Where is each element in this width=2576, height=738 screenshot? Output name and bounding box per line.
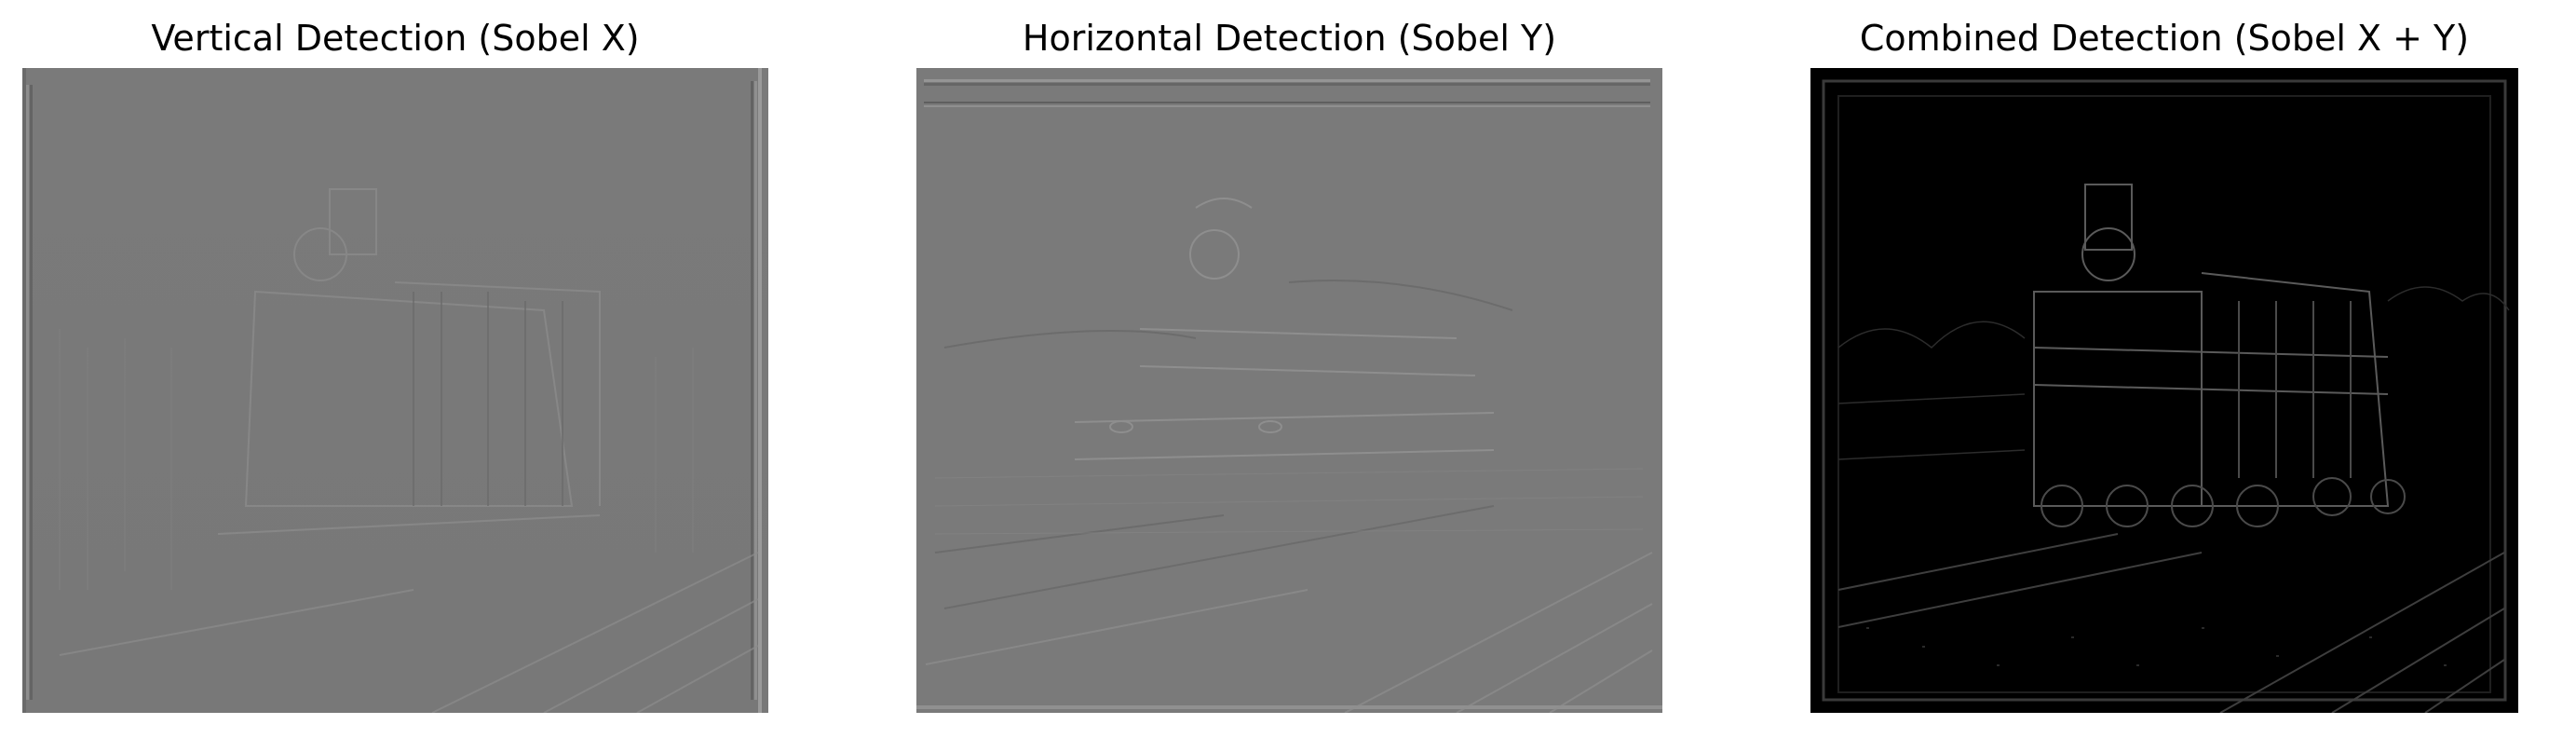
panel-title: Horizontal Detection (Sobel Y) (1022, 18, 1557, 59)
sobel-y-image (916, 68, 1662, 713)
panel-sobel-combined: Combined Detection (Sobel X + Y) (1810, 0, 2518, 738)
panel-sobel-x: Vertical Detection (Sobel X) (22, 0, 768, 738)
panel-title: Vertical Detection (Sobel X) (151, 18, 640, 59)
panel-title: Combined Detection (Sobel X + Y) (1859, 18, 2470, 59)
panel-sobel-y: Horizontal Detection (Sobel Y) (916, 0, 1662, 738)
sobel-magnitude-image (1810, 68, 2518, 713)
sobel-x-image (22, 68, 768, 713)
